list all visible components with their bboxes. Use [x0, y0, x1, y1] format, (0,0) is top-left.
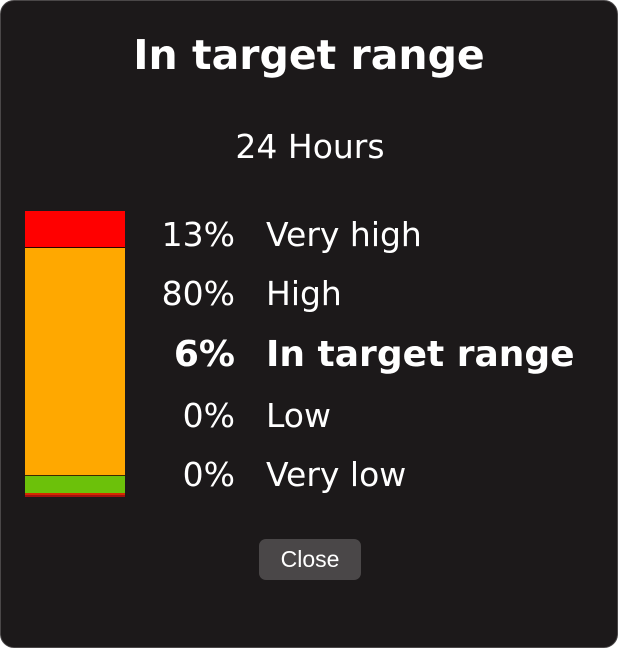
- range-label: Very low: [266, 455, 407, 494]
- percent-value: 0%: [182, 396, 235, 435]
- period-label: 24 Hours: [235, 127, 385, 166]
- percent-value: 6%: [173, 334, 235, 375]
- range-stacked-bar: [25, 211, 125, 497]
- dialog-title: In target range: [133, 31, 485, 79]
- legend-row-very-low: 0% Very low: [1, 449, 618, 501]
- legend-row-low: 0% Low: [1, 390, 618, 442]
- percent-value: 0%: [182, 455, 235, 494]
- bar-segment-very-low: [25, 495, 125, 497]
- legend-row-high: 80% High: [1, 268, 618, 320]
- range-label: In target range: [266, 334, 575, 375]
- range-label: Low: [266, 396, 331, 435]
- bar-segment-very-high: [25, 211, 125, 249]
- range-label: Very high: [266, 215, 422, 254]
- close-button[interactable]: Close: [259, 539, 361, 580]
- bar-segment-high: [25, 248, 125, 476]
- legend-row-very-high: 13% Very high: [1, 209, 618, 261]
- range-label: High: [266, 274, 342, 313]
- bar-segment-in-range: [25, 475, 125, 494]
- percent-value: 80%: [161, 274, 235, 313]
- legend-row-in-range: 6% In target range: [1, 329, 618, 381]
- percent-value: 13%: [161, 215, 235, 254]
- bar-segment-low: [25, 493, 125, 495]
